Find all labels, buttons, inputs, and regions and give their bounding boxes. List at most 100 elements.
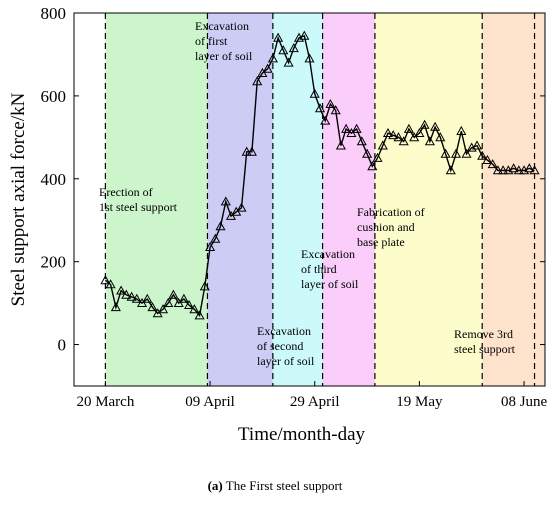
- data-point: [215, 221, 226, 231]
- data-point: [163, 297, 174, 307]
- y-tick-label-1: 200: [41, 253, 67, 272]
- data-point: [398, 136, 409, 146]
- phase-label-6: Remove 3rd steel support: [454, 327, 516, 356]
- data-point: [456, 125, 467, 135]
- data-point: [382, 127, 394, 137]
- data-point: [341, 123, 352, 133]
- data-point: [362, 148, 373, 158]
- data-point: [414, 127, 425, 137]
- phase-boundaries: [104, 13, 536, 386]
- phase-band-4: [322, 13, 375, 386]
- caption-text: The First steel support: [222, 478, 343, 493]
- data-point: [283, 57, 294, 67]
- data-point: [450, 148, 462, 158]
- data-point: [267, 53, 278, 63]
- data-point: [210, 233, 221, 243]
- data-point: [304, 53, 315, 63]
- phase-label-4: Excavation of third layer of soil: [301, 247, 359, 291]
- data-point: [487, 159, 498, 169]
- data-point: [178, 293, 189, 303]
- data-point: [246, 146, 257, 156]
- data-point: [498, 165, 509, 175]
- data-point: [351, 123, 362, 133]
- data-point: [419, 119, 430, 129]
- data-point: [440, 148, 451, 158]
- data-point: [388, 130, 399, 140]
- data-point: [482, 154, 493, 164]
- data-point: [116, 285, 127, 295]
- data-point: [189, 304, 200, 314]
- phase-label-5: Fabrication of cushion and base plate: [357, 205, 425, 249]
- data-point: [367, 161, 378, 171]
- data-point: [403, 123, 414, 133]
- data-point: [199, 281, 210, 291]
- data-point: [356, 136, 367, 146]
- data-point: [110, 302, 121, 312]
- x-tick-label-0: 20 March: [76, 394, 134, 410]
- axis-ticks: 0 200 400 600 800 20 March 09 April 29 April 19 …: [41, 4, 548, 410]
- data-point: [513, 165, 524, 175]
- data-point: [461, 148, 472, 158]
- data-point: [252, 76, 263, 86]
- phase-label-1: Erection of 1st steel support: [99, 185, 178, 214]
- data-point: [126, 291, 137, 301]
- phase-band-0: [74, 13, 106, 386]
- phase-band-2: [207, 13, 273, 386]
- data-point: [184, 299, 195, 309]
- caption-label: (a): [207, 478, 223, 493]
- data-point: [168, 289, 179, 299]
- data-point: [241, 146, 252, 156]
- series-line-0: [104, 34, 535, 318]
- x-tick-label-1: 09 April: [185, 394, 235, 410]
- data-point: [220, 196, 231, 206]
- phase-label-2: Excavation of first layer of soil: [195, 19, 253, 63]
- phase-label-3: Excavation of second layer of soil: [257, 324, 315, 368]
- phase-band-5: [374, 13, 483, 386]
- data-point: [278, 45, 289, 55]
- data-point: [524, 163, 535, 173]
- data-point: [236, 202, 247, 212]
- data-point: [377, 140, 388, 150]
- data-point: [100, 275, 111, 285]
- data-point: [105, 279, 116, 289]
- phase-band-1: [105, 13, 208, 386]
- x-tick-label-4: 08 June: [501, 394, 548, 410]
- data-point: [320, 115, 331, 125]
- data-point: [393, 132, 404, 142]
- x-axis-label: Time/month-day: [238, 424, 366, 445]
- force-series: [100, 30, 540, 320]
- data-point: [314, 103, 326, 113]
- data-point: [157, 304, 169, 314]
- data-point: [147, 302, 158, 312]
- y-tick-label-0: 0: [58, 336, 67, 355]
- data-point: [445, 165, 456, 175]
- data-point: [325, 98, 336, 108]
- data-point: [492, 165, 503, 175]
- phase-labels: Erection of 1st steel support Excavation of…: [99, 19, 516, 368]
- y-tick-label-3: 600: [41, 87, 67, 106]
- figure-caption: (a) The First steel support: [0, 478, 550, 494]
- steel-support-force-chart: Erection of 1st steel support Excavation of…: [8, 4, 548, 445]
- phase-bands: [74, 13, 545, 386]
- data-point: [262, 63, 273, 73]
- data-point: [435, 132, 446, 142]
- plot-frame: [73, 12, 546, 387]
- data-point: [309, 88, 320, 98]
- data-point: [194, 310, 205, 320]
- data-point: [205, 241, 216, 251]
- data-point: [424, 136, 435, 146]
- data-point: [430, 121, 441, 131]
- data-point: [471, 140, 483, 150]
- data-point: [529, 165, 540, 175]
- data-point: [288, 42, 299, 53]
- y-tick-label-4: 800: [41, 4, 67, 23]
- data-point: [372, 152, 383, 162]
- x-tick-label-2: 29 April: [290, 394, 340, 410]
- data-point: [299, 30, 310, 40]
- y-axis-label: Steel support axial force/kN: [8, 92, 29, 306]
- data-point: [508, 163, 519, 173]
- x-tick-label-3: 19 May: [396, 394, 443, 410]
- phase-band-3: [272, 13, 323, 386]
- data-point: [330, 105, 341, 115]
- data-point: [131, 293, 142, 303]
